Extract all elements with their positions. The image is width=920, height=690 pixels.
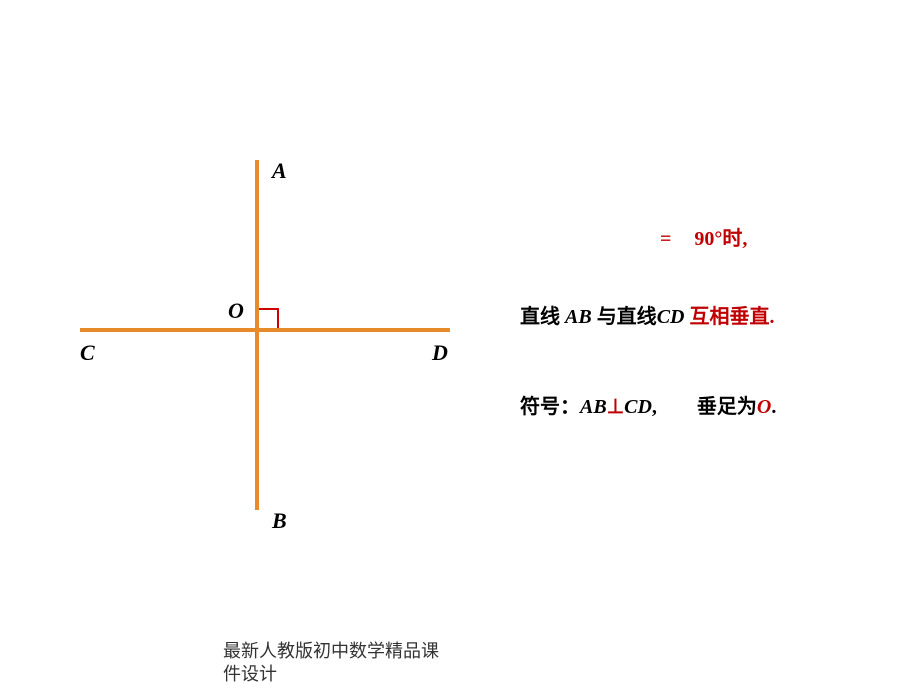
- line-prefix: 直线: [520, 306, 565, 328]
- foot-O: O: [757, 396, 771, 418]
- footer-line1: 最新人教版初中数学精品课: [223, 640, 439, 663]
- foot-prefix: 垂足为: [697, 396, 757, 418]
- geometry-diagram: A B C D O: [80, 150, 480, 530]
- footer-line2: 件设计: [223, 663, 439, 686]
- foot-period: .: [771, 396, 776, 418]
- point-label-B: B: [272, 508, 287, 534]
- line-mid: 与直线: [592, 306, 657, 328]
- point-label-A: A: [272, 158, 287, 184]
- perpendicular-statement: 直线 AB 与直线CD 互相垂直.: [520, 300, 774, 329]
- cd-text: CD: [657, 306, 685, 328]
- equals-sign: =: [660, 228, 671, 250]
- line-AB: [255, 160, 259, 510]
- perpendicular-text: 互相垂直.: [689, 306, 774, 328]
- symbol-prefix: 符号：: [520, 396, 580, 418]
- point-label-C: C: [80, 340, 95, 366]
- footer-text: 最新人教版初中数学精品课 件设计: [223, 640, 439, 687]
- line-CD: [80, 328, 450, 332]
- right-angle-marker: [259, 308, 279, 328]
- ab-text: AB: [565, 306, 592, 328]
- angle-90-text: 90°时,: [694, 228, 747, 250]
- angle-condition-text: = 90°时,: [660, 222, 747, 251]
- perp-icon: ⊥: [607, 396, 624, 418]
- point-label-O: O: [228, 298, 244, 324]
- symbol-notation: 符号：AB⊥CD, 垂足为O.: [520, 390, 776, 419]
- symbol-ab: AB: [580, 396, 607, 418]
- point-label-D: D: [432, 340, 448, 366]
- symbol-cd: CD: [624, 396, 652, 418]
- symbol-comma: ,: [652, 396, 657, 418]
